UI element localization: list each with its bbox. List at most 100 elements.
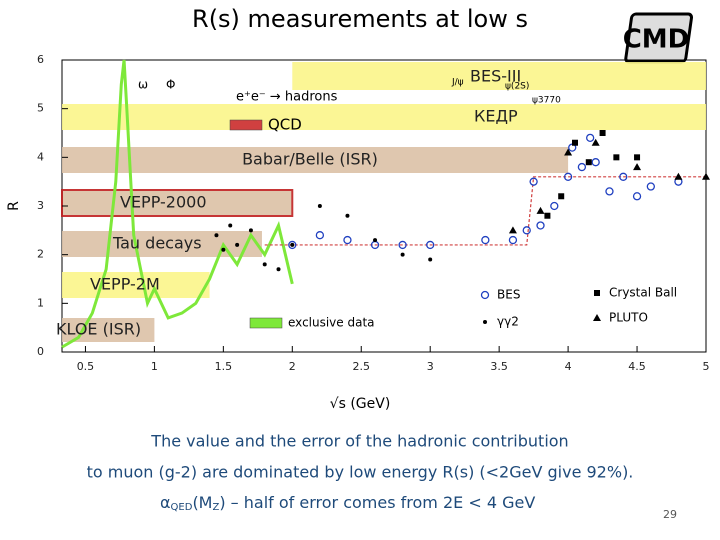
point — [428, 257, 433, 262]
series-line — [264, 176, 706, 246]
point — [228, 223, 233, 228]
point — [290, 242, 295, 247]
band-label: VEPP-2000 — [120, 193, 207, 212]
point — [235, 242, 240, 247]
coverage-band — [62, 104, 706, 130]
annotation: ω — [138, 78, 148, 92]
point — [345, 213, 350, 218]
legend-swatch — [229, 119, 263, 131]
point — [702, 172, 710, 180]
legend-label: QCD — [268, 116, 302, 134]
x-tick-label: 3 — [427, 360, 434, 373]
y-axis-label: R — [6, 201, 22, 211]
y-tick-label: 1 — [37, 296, 44, 309]
legend-marker — [483, 320, 487, 324]
x-tick-label: 2.5 — [352, 360, 370, 373]
annotation: J/ψ — [451, 78, 464, 88]
point — [585, 159, 592, 166]
legend-swatch — [249, 317, 283, 329]
page-number: 29 — [663, 508, 677, 521]
y-tick-label: 0 — [37, 345, 44, 358]
point — [674, 172, 683, 180]
y-tick-label: 3 — [37, 199, 44, 212]
alpha: α — [160, 493, 171, 512]
legend-label: exclusive data — [288, 316, 375, 330]
coverage-band — [62, 147, 569, 173]
point — [221, 247, 226, 252]
point — [343, 235, 352, 245]
point — [276, 267, 281, 272]
x-tick-label: 4.5 — [628, 360, 646, 373]
band-label: Tau decays — [112, 234, 202, 253]
formula-line: αQED(MZ) – half of error comes from 2E <… — [160, 493, 535, 514]
coverage-band — [292, 62, 706, 90]
band-label: КЕДР — [474, 107, 518, 126]
point — [571, 139, 578, 146]
legend-marker — [594, 290, 600, 296]
y-tick-label: 5 — [37, 102, 44, 115]
band-label: KLOE (ISR) — [56, 320, 141, 339]
logo-text: CMD — [623, 25, 690, 55]
point — [577, 162, 587, 172]
point — [426, 240, 435, 250]
x-tick-label: 0.5 — [77, 360, 95, 373]
x-axis-label: √s (GeV) — [330, 396, 391, 412]
body-text: The value and the error of the hadronic … — [150, 432, 568, 451]
formula-text: ) – half of error comes from 2E < 4 GeV — [219, 493, 535, 512]
point — [558, 193, 565, 200]
point — [248, 228, 253, 233]
body-text: to muon (g-2) are dominated by low energ… — [87, 463, 634, 482]
point — [564, 148, 573, 156]
x-tick-label: 4 — [565, 360, 572, 373]
legend-label: BES — [497, 288, 520, 302]
point — [605, 187, 614, 196]
y-tick-label: 6 — [37, 53, 44, 66]
series-line — [61, 59, 294, 349]
point — [632, 192, 642, 201]
point — [619, 172, 628, 181]
point — [591, 158, 600, 167]
band-label: VEPP-2M — [90, 275, 160, 294]
subscript: Z — [212, 502, 219, 513]
point — [529, 177, 538, 186]
coverage-band — [62, 272, 210, 298]
point — [262, 262, 267, 267]
point — [646, 182, 655, 191]
slide-title: R(s) measurements at low s — [192, 5, 528, 33]
subscript: QED — [171, 502, 193, 513]
point — [315, 231, 325, 240]
point — [563, 172, 573, 181]
point — [317, 204, 322, 208]
point — [536, 206, 545, 214]
x-tick-label: 1.5 — [215, 360, 233, 373]
point — [481, 235, 490, 245]
annotation: Φ — [166, 78, 175, 92]
x-tick-label: 3.5 — [490, 360, 508, 373]
formula-text: (M — [192, 493, 212, 512]
x-tick-label: 2 — [289, 360, 296, 373]
point — [613, 154, 620, 161]
legend-marker — [593, 314, 601, 321]
point — [634, 154, 641, 161]
annotation: e⁺e⁻ → hadrons — [236, 90, 338, 105]
point — [522, 226, 531, 235]
point — [288, 240, 297, 250]
point — [591, 138, 600, 146]
y-tick-label: 4 — [37, 150, 44, 163]
legend-label: PLUTO — [609, 311, 648, 325]
point — [508, 235, 518, 245]
x-tick-label: 1 — [151, 360, 158, 373]
point — [536, 221, 545, 230]
point — [544, 212, 551, 219]
x-tick-label: 5 — [703, 360, 710, 373]
annotation: ψ3770 — [532, 96, 561, 106]
point — [373, 238, 378, 243]
point — [400, 252, 405, 257]
legend-label: Crystal Ball — [609, 286, 677, 300]
band-label: BES-III — [470, 67, 521, 86]
y-tick-label: 2 — [37, 248, 44, 261]
coverage-band — [61, 189, 294, 217]
legend-marker — [480, 290, 490, 300]
